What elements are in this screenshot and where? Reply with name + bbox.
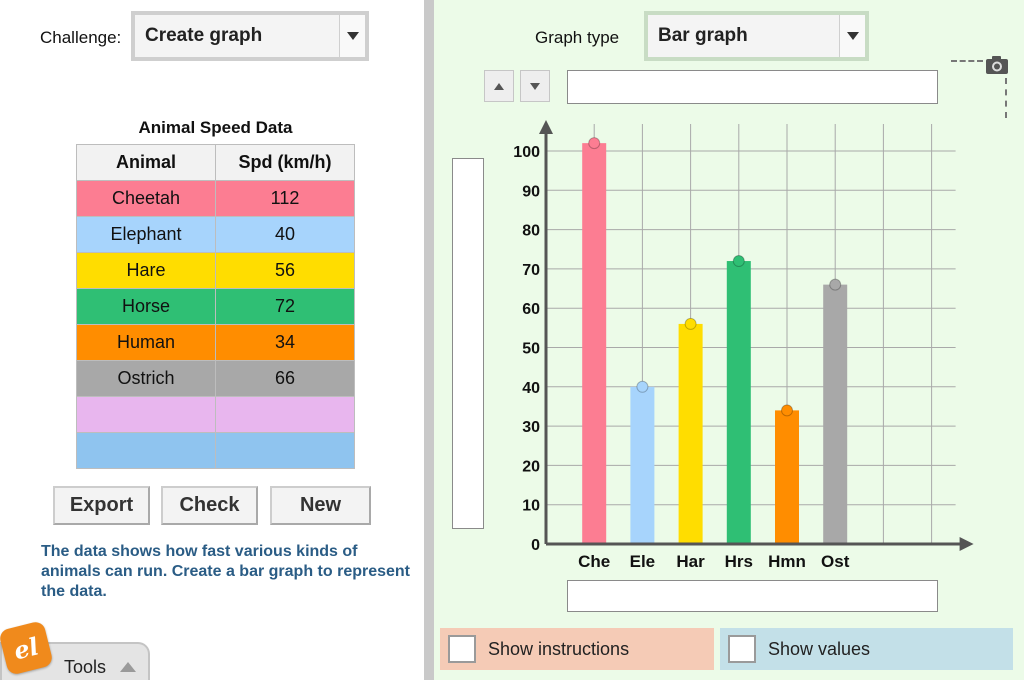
panel-divider[interactable] [424, 0, 434, 680]
table-row: Cheetah 112 [76, 180, 355, 217]
tools-label: Tools [64, 657, 107, 677]
x-tick-label: Che [578, 552, 610, 571]
bar-handle[interactable] [636, 380, 649, 393]
graph-type-select-value: Bar graph [658, 25, 748, 46]
bar-har[interactable] [678, 323, 703, 544]
table-header-row: Animal Spd (km/h) [76, 144, 355, 181]
y-tick-label: 10 [522, 498, 540, 515]
bar-hmn[interactable] [775, 410, 799, 544]
bar-handle[interactable] [588, 137, 601, 150]
cell-animal[interactable]: Human [76, 324, 216, 361]
chevron-down-icon[interactable] [839, 15, 865, 57]
y-tick-label: 40 [522, 380, 540, 397]
table-row: Hare 56 [76, 252, 355, 289]
show-instructions-toggle[interactable]: Show instructions [440, 628, 714, 670]
y-tick-label: 0 [531, 537, 540, 554]
show-values-label: Show values [768, 638, 871, 659]
new-button[interactable]: New [270, 486, 371, 525]
x-tick-label: Hrs [725, 552, 753, 571]
cell-animal[interactable]: Elephant [76, 216, 216, 253]
challenge-label: Challenge: [40, 28, 122, 47]
triangle-down-icon [530, 82, 540, 90]
y-tick-label: 30 [522, 419, 540, 436]
cell-animal[interactable]: Cheetah [76, 180, 216, 217]
column-header-speed: Spd (km/h) [215, 144, 355, 181]
bar-handle[interactable] [829, 278, 842, 291]
left-panel: Challenge: Create graph Animal Speed Dat… [0, 0, 424, 680]
cell-speed[interactable]: 112 [215, 180, 355, 217]
challenge-select[interactable]: Create graph [131, 11, 369, 61]
table-row: Elephant 40 [76, 216, 355, 253]
table-row [76, 396, 355, 433]
y-tick-label: 80 [522, 223, 540, 240]
x-tick-label: Ost [821, 552, 850, 571]
instructions-text: The data shows how fast various kinds of… [41, 543, 411, 600]
bar-handle[interactable] [732, 255, 745, 268]
x-axis-arrow-icon [959, 537, 974, 551]
x-axis-label-input[interactable] [567, 580, 938, 612]
bar-handle[interactable] [684, 317, 697, 330]
bar-hrs[interactable] [726, 261, 751, 544]
x-tick-label: Ele [630, 552, 656, 571]
export-button[interactable]: Export [53, 486, 150, 525]
cell-speed[interactable]: 40 [215, 216, 355, 253]
y-tick-label: 90 [522, 183, 540, 200]
y-tick-label: 100 [513, 144, 540, 161]
snapshot-guide-horizontal [951, 60, 983, 62]
triangle-up-icon [494, 82, 504, 90]
graph-type-select[interactable]: Bar graph [644, 11, 869, 61]
cell-animal[interactable] [76, 396, 216, 433]
cell-animal[interactable] [76, 432, 216, 469]
table-row: Human 34 [76, 324, 355, 361]
table-row: Horse 72 [76, 288, 355, 325]
table-row [76, 432, 355, 469]
scale-up-button[interactable] [484, 70, 514, 102]
cell-speed[interactable] [215, 396, 355, 433]
x-tick-label: Har [676, 552, 705, 571]
y-tick-label: 50 [522, 341, 540, 358]
table-row: Ostrich 66 [76, 360, 355, 397]
camera-icon[interactable] [985, 54, 1009, 76]
challenge-select-value: Create graph [145, 25, 263, 46]
show-values-toggle[interactable]: Show values [720, 628, 1013, 670]
y-tick-label: 70 [522, 262, 540, 279]
cell-speed[interactable] [215, 432, 355, 469]
bar-handle[interactable] [781, 404, 793, 417]
y-tick-label: 60 [522, 301, 540, 318]
scale-down-button[interactable] [520, 70, 550, 102]
tools-tab[interactable]: Tools [0, 642, 150, 680]
graph-title-input[interactable] [567, 70, 938, 104]
chevron-up-icon [120, 662, 136, 672]
cell-animal[interactable]: Horse [76, 288, 216, 325]
show-instructions-checkbox[interactable] [448, 635, 476, 663]
y-tick-label: 20 [522, 458, 540, 475]
chevron-down-icon[interactable] [339, 15, 365, 57]
x-tick-label: Hmn [768, 552, 806, 571]
data-table: Animal Spd (km/h) Cheetah 112 Elephant 40 Ha… [76, 144, 355, 469]
y-axis-label-input[interactable] [452, 158, 484, 529]
graph-type-label: Graph type [535, 28, 620, 47]
column-header-animal: Animal [76, 144, 216, 181]
bar-che[interactable] [582, 143, 607, 544]
cell-speed[interactable]: 72 [215, 288, 355, 325]
bar-ele[interactable] [630, 386, 655, 544]
y-axis-arrow-icon [539, 120, 553, 134]
table-title: Animal Speed Data [138, 118, 293, 137]
cell-speed[interactable]: 34 [215, 324, 355, 361]
cell-animal[interactable]: Hare [76, 252, 216, 289]
cell-animal[interactable]: Ostrich [76, 360, 216, 397]
show-values-checkbox[interactable] [728, 635, 756, 663]
snapshot-guide-vertical [1005, 78, 1007, 118]
cell-speed[interactable]: 66 [215, 360, 355, 397]
check-button[interactable]: Check [161, 486, 258, 525]
show-instructions-label: Show instructions [488, 638, 630, 659]
bar-chart: 0 10 20 30 40 50 60 70 80 90 100 Che Ele Har Hrs Hmn Ost [513, 120, 974, 571]
cell-speed[interactable]: 56 [215, 252, 355, 289]
bar-ost[interactable] [823, 284, 848, 544]
